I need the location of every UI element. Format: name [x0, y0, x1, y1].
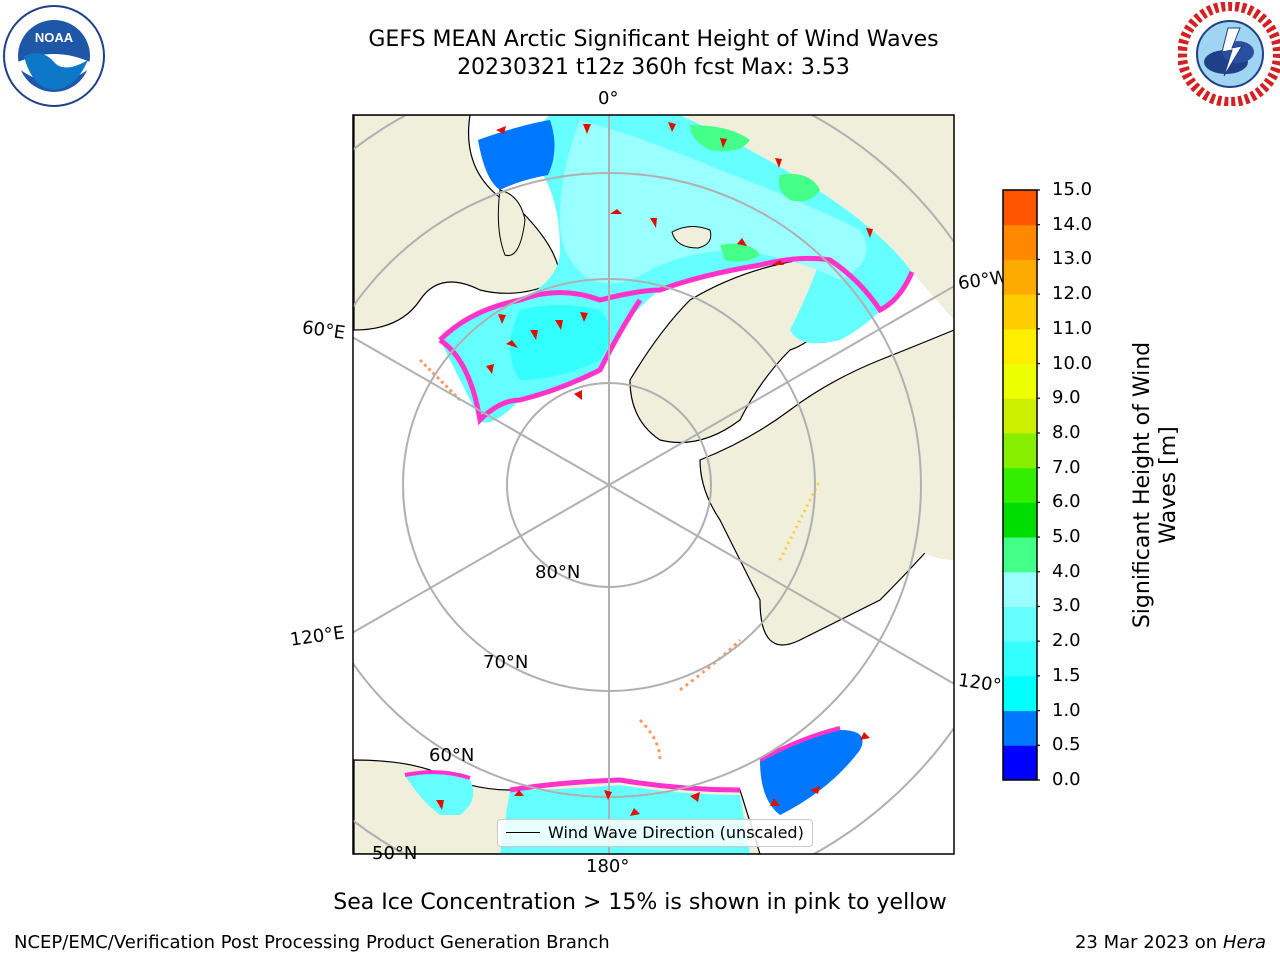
colorbar-bin	[1003, 710, 1037, 746]
colorbar	[1002, 189, 1040, 781]
colorbar-tick-label: 6.0	[1052, 491, 1081, 513]
lat-label-50: 50°N	[372, 843, 418, 864]
colorbar-tick-label: 8.0	[1052, 421, 1081, 443]
chart-subtitle: 20230321 t12z 360h fcst Max: 3.53	[457, 55, 850, 80]
colorbar-bin	[1003, 363, 1037, 399]
footer-date: 23 Mar 2023 on	[1074, 932, 1218, 953]
lat-label-80: 80°N	[535, 562, 581, 583]
lat-label-60: 60°N	[429, 745, 475, 766]
colorbar-tick-label: 15.0	[1052, 179, 1093, 200]
noaa-logo-icon: NOAA	[3, 5, 105, 107]
colorbar-tick-label: 0.0	[1052, 769, 1081, 790]
lat-label-70: 70°N	[483, 652, 529, 673]
chart-title: GEFS MEAN Arctic Significant Height of W…	[368, 27, 939, 52]
legend-line-icon	[506, 832, 540, 833]
colorbar-bin	[1003, 259, 1037, 295]
footer-right: 23 Mar 2023 on Hera	[1075, 932, 1266, 953]
colorbar-tick-label: 5.0	[1052, 526, 1081, 548]
colorbar-tick-label: 7.0	[1052, 456, 1081, 478]
lon-label-0: 0°	[598, 88, 619, 109]
colorbar-bin	[1003, 432, 1037, 469]
colorbar-bin	[1003, 537, 1037, 573]
colorbar-bin	[1003, 745, 1037, 781]
colorbar-tick-label: 14.0	[1052, 213, 1093, 235]
open-water-baltic	[478, 120, 555, 190]
sea-ice-note: Sea Ice Concentration > 15% is shown in …	[333, 890, 947, 915]
footer-left: NCEP/EMC/Verification Post Processing Pr…	[14, 932, 610, 953]
colorbar-bin	[1003, 190, 1037, 226]
colorbar-tick-label: 0.5	[1052, 734, 1081, 756]
colorbar-frame	[1002, 189, 1038, 781]
colorbar-bin	[1003, 467, 1037, 503]
colorbar-tick-label: 1.5	[1052, 664, 1081, 686]
colorbar-bin	[1003, 294, 1037, 330]
nws-logo-icon	[1178, 2, 1280, 106]
open-water-gulf-alaska	[760, 730, 863, 815]
colorbar-bin	[1003, 224, 1037, 260]
colorbar-tick-label: 10.0	[1052, 352, 1093, 374]
noaa-logo-text: NOAA	[35, 30, 74, 45]
colorbar-bin	[1003, 641, 1037, 677]
colorbar-tick-label: 3.0	[1052, 595, 1081, 617]
map-frame	[352, 114, 955, 855]
colorbar-tick-label: 13.0	[1052, 248, 1093, 270]
legend-label: Wind Wave Direction (unscaled)	[548, 823, 804, 842]
colorbar-tick-label: 9.0	[1052, 387, 1081, 409]
iceland	[671, 226, 712, 249]
lon-label-180: 180°	[586, 856, 630, 877]
colorbar-tick-label: 4.0	[1052, 560, 1081, 582]
colorbar-bin	[1003, 571, 1037, 607]
colorbar-bin	[1003, 675, 1037, 712]
colorbar-label: Significant Height of Wind Waves [m]	[1130, 341, 1181, 629]
colorbar-tick-label: 11.0	[1052, 317, 1093, 339]
colorbar-bin	[1003, 328, 1037, 365]
scandinavia	[353, 115, 561, 331]
colorbar-bin	[1003, 502, 1037, 538]
colorbar-bin	[1003, 398, 1037, 434]
footer-host: Hera	[1222, 932, 1266, 953]
colorbar-bin	[1003, 606, 1037, 642]
canadian-archipelago	[699, 329, 954, 646]
wave-direction-arrows	[436, 122, 873, 816]
colorbar-tick-label: 12.0	[1052, 283, 1093, 305]
map-legend: Wind Wave Direction (unscaled)	[497, 819, 813, 847]
colorbar-tick-label: 1.0	[1052, 699, 1081, 721]
colorbar-tick-label: 2.0	[1052, 630, 1081, 652]
